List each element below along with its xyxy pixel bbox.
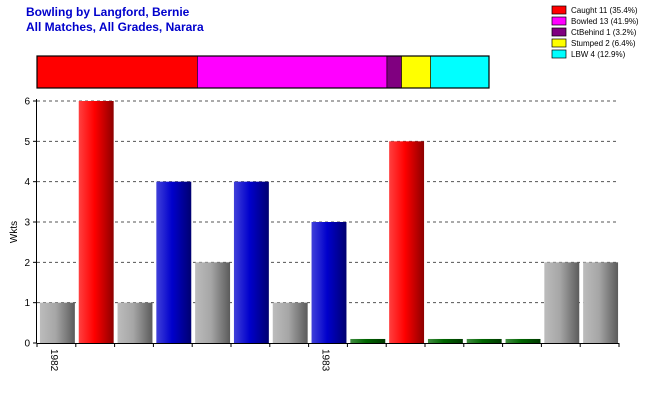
bar — [389, 141, 425, 343]
legend-swatch — [551, 16, 567, 26]
strip-segment — [36, 55, 198, 89]
y-ticks: 0 1 2 3 4 5 6 — [24, 97, 37, 350]
strip-border — [36, 55, 490, 89]
bars — [39, 101, 619, 343]
bar — [505, 338, 541, 343]
x-tick-label: 1983 — [320, 349, 331, 372]
bar — [583, 262, 619, 343]
legend-swatch — [551, 38, 567, 48]
chart-subtitle: All Matches, All Grades, Narara — [26, 20, 204, 34]
bar — [233, 181, 269, 343]
legend-swatch — [551, 27, 567, 37]
bar — [195, 262, 231, 343]
legend-label: Bowled 13 (41.9%) — [571, 17, 639, 26]
y-tick-label: 0 — [24, 339, 30, 350]
y-tick-label: 1 — [24, 298, 30, 309]
strip-segment — [401, 55, 431, 89]
y-tick-label: 4 — [24, 177, 30, 188]
bar — [156, 181, 192, 343]
chart-title: Bowling by Langford, Bernie — [26, 5, 190, 19]
dismissal-strip — [36, 55, 490, 89]
y-tick-label: 3 — [24, 218, 30, 229]
strip-segment — [197, 55, 388, 89]
bar — [117, 302, 153, 343]
bar — [427, 338, 463, 343]
strip-segment — [386, 55, 402, 89]
legend-swatch — [551, 5, 567, 15]
bar — [466, 338, 502, 343]
bar — [311, 222, 347, 343]
bar — [350, 338, 386, 343]
legend-label: CtBehind 1 (3.2%) — [571, 28, 637, 37]
legend-swatch — [551, 49, 567, 59]
x-ticks: 1982 1983 — [36, 343, 620, 372]
y-axis-label: Wkts — [9, 221, 20, 243]
legend-label: LBW 4 (12.9%) — [571, 50, 626, 59]
x-tick-label: 1982 — [48, 349, 59, 372]
bar — [39, 302, 75, 343]
bar — [544, 262, 580, 343]
strip-segment — [430, 55, 490, 89]
legend-label: Stumped 2 (6.4%) — [571, 39, 636, 48]
bar — [78, 101, 114, 343]
legend: Caught 11 (35.4%) Bowled 13 (41.9%) CtBehi… — [551, 5, 639, 59]
legend-label: Caught 11 (35.4%) — [571, 6, 638, 15]
bar — [272, 302, 308, 343]
y-tick-label: 2 — [24, 258, 30, 269]
y-tick-label: 5 — [24, 137, 30, 148]
y-tick-label: 6 — [24, 97, 30, 108]
